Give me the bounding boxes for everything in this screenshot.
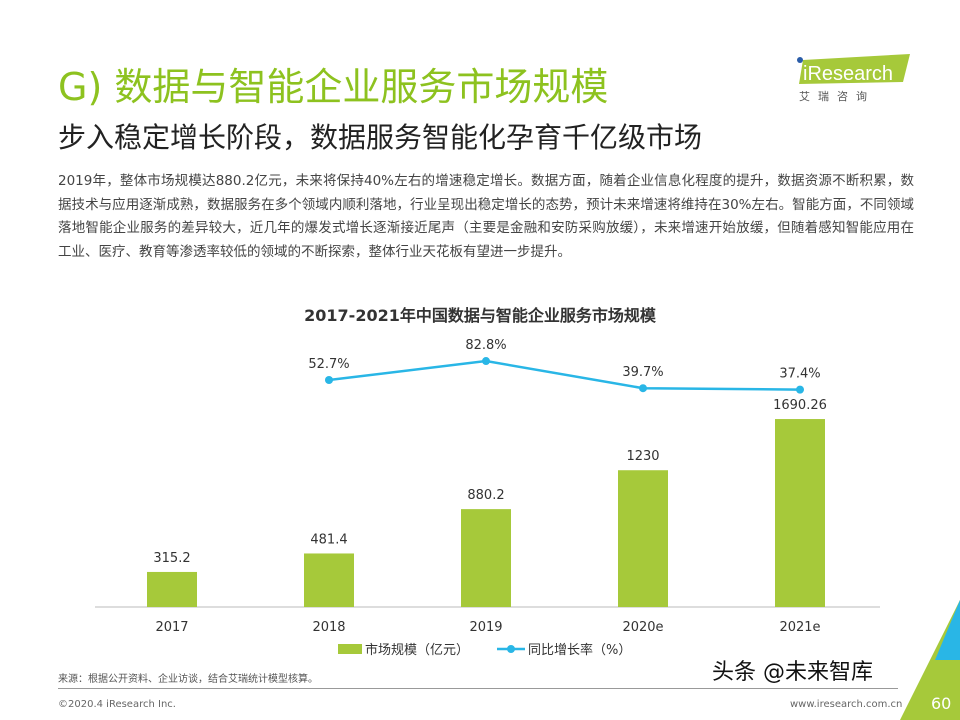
bar-label: 880.2 [467, 488, 504, 503]
line-point [796, 385, 804, 394]
x-tick-label: 2021e [779, 620, 820, 635]
bar-label: 481.4 [310, 532, 347, 547]
copyright: ©2020.4 iResearch Inc. [58, 699, 176, 710]
line-point [482, 357, 490, 366]
line-label: 37.4% [779, 367, 820, 382]
line-point [639, 384, 647, 393]
source-note: 来源：根据公开资料、企业访谈，结合艾瑞统计模型核算。 [58, 674, 318, 685]
x-tick-label: 2020e [622, 620, 663, 635]
chart-title: 2017-2021年中国数据与智能企业服务市场规模 [304, 306, 656, 325]
watermark: 头条 @未来智库 [712, 660, 873, 685]
bar [618, 470, 668, 607]
page-number: 60 [931, 694, 952, 713]
bar [775, 419, 825, 607]
x-tick-label: 2019 [469, 620, 502, 635]
svg-text:艾瑞咨询: 艾瑞咨询 [799, 89, 875, 102]
svg-text:iResearch: iResearch [803, 63, 893, 85]
footer-divider [58, 688, 898, 689]
bar-label: 315.2 [153, 551, 190, 566]
bar-label: 1230 [626, 449, 659, 464]
bar-label: 1690.26 [773, 398, 827, 413]
website: www.iresearch.com.cn [790, 699, 903, 710]
bar [304, 553, 354, 607]
line-label: 39.7% [622, 365, 663, 380]
x-tick-label: 2017 [155, 620, 188, 635]
iresearch-logo: iResearch 艾瑞咨询 [795, 52, 915, 103]
corner-decoration [900, 600, 960, 720]
page-subtitle: 步入稳定增长阶段，数据服务智能化孕育千亿级市场 [58, 121, 703, 154]
legend-line-marker [507, 645, 515, 653]
legend-bar-swatch [338, 644, 362, 654]
legend-line-label: 同比增长率（%） [528, 642, 631, 658]
line-label: 52.7% [308, 357, 349, 372]
page-title: G) 数据与智能企业服务市场规模 [58, 65, 609, 109]
growth-line [328, 359, 801, 391]
body-paragraph: 2019年，整体市场规模达880.2亿元，未来将保持40%左右的增速稳定增长。数… [58, 173, 914, 260]
x-tick-label: 2018 [312, 620, 345, 635]
line-label: 82.8% [465, 338, 506, 353]
line-point [325, 376, 333, 384]
legend-bar-label: 市场规模（亿元） [365, 642, 469, 658]
bar [147, 571, 197, 607]
bar [461, 509, 511, 607]
